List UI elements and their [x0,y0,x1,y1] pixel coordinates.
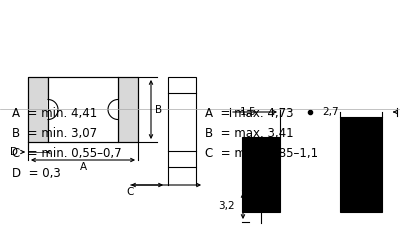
Text: C  = min. 0,55–0,7: C = min. 0,55–0,7 [12,147,122,160]
Bar [168,77,196,167]
Polygon shape [108,100,118,119]
Bar [242,137,280,212]
Text: C  = max. 0,85–1,1: C = max. 0,85–1,1 [205,147,318,160]
Text: B  = min. 3,07: B = min. 3,07 [12,127,97,140]
Text: A  = min. 4,41: A = min. 4,41 [12,107,97,120]
Bar [48,77,118,142]
Text: 2,7: 2,7 [322,107,339,117]
Text: A: A [80,162,86,172]
Text: B: B [155,105,162,114]
Bar [118,77,138,142]
Text: D: D [10,147,18,157]
Text: C: C [126,187,134,197]
Text: B  = max. 3,41: B = max. 3,41 [205,127,294,140]
Text: 3,2: 3,2 [218,201,235,211]
Bar [28,77,138,142]
Bar [340,117,382,212]
Text: D  = 0,3: D = 0,3 [12,167,61,180]
Polygon shape [48,100,58,119]
Bar [28,77,48,142]
Text: 1,5: 1,5 [240,107,256,117]
Text: A  = max. 4,73: A = max. 4,73 [205,107,294,120]
